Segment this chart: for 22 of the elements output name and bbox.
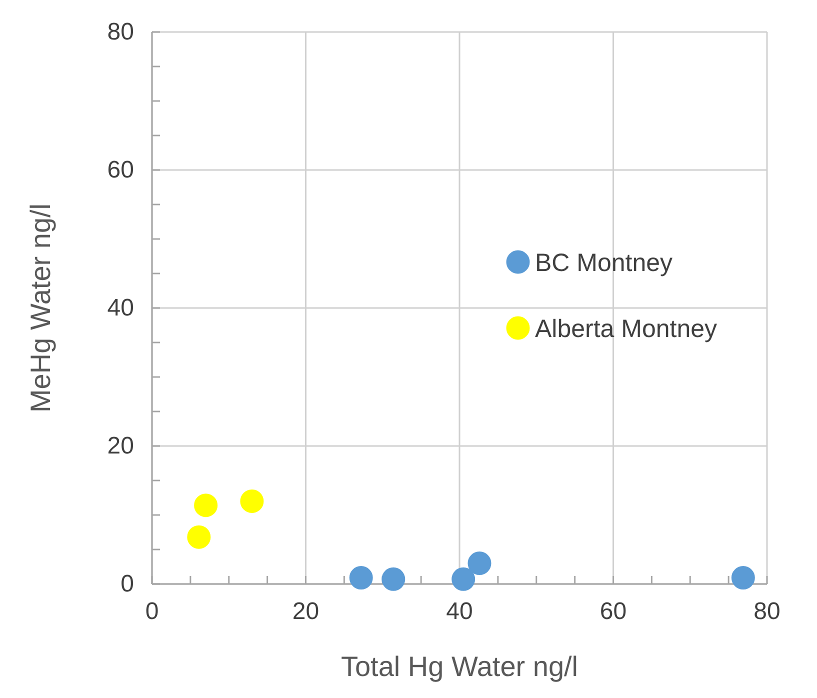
point (349, 566, 373, 590)
y-axis-title: MeHg Water ng/l (25, 203, 56, 413)
point (731, 566, 755, 590)
x-tick-label: 80 (754, 598, 780, 626)
x-axis-title: Total Hg Water ng/l (340, 651, 578, 682)
point (194, 494, 218, 518)
point (468, 552, 492, 576)
x-tick-label: 40 (446, 598, 473, 626)
y-tick-label: 40 (107, 294, 134, 322)
legend-label: Alberta Montney (535, 315, 718, 343)
legend-label: BC Montney (535, 249, 674, 277)
point (452, 567, 476, 591)
point (240, 489, 264, 513)
y-tick-label: 60 (107, 156, 134, 184)
y-tick-label: 20 (107, 432, 134, 460)
x-tick-label: 20 (292, 598, 320, 626)
point (187, 525, 211, 549)
point (382, 567, 406, 591)
x-tick-label: 60 (600, 598, 627, 626)
y-tick-label: 0 (120, 570, 134, 598)
x-tick-label: 0 (145, 598, 159, 626)
y-tick-label: 80 (107, 18, 134, 46)
